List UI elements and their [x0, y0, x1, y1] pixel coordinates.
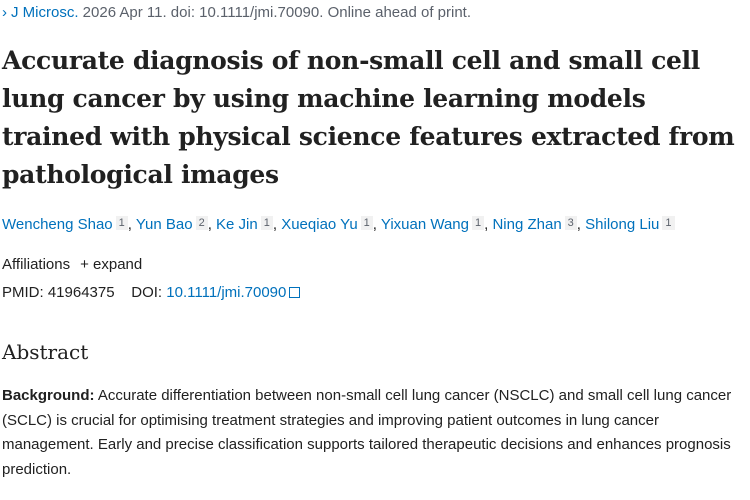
author-link[interactable]: Yun Bao	[135, 216, 193, 233]
affiliation-number[interactable]: 1	[115, 216, 128, 230]
author-link[interactable]: Shilong Liu	[585, 216, 660, 233]
separator: ,	[372, 216, 381, 233]
identifiers: PMID: 41964375 DOI: 10.1111/jmi.70090	[2, 284, 301, 301]
expand-affiliations-button[interactable]: + expand	[80, 256, 143, 273]
abstract-background: Background: Accurate differentiation bet…	[2, 384, 747, 482]
affiliation-number[interactable]: 2	[195, 216, 208, 230]
author-list: Wencheng Shao 1, Yun Bao 2, Ke Jin 1, Xueqi…	[2, 216, 675, 233]
background-label: Background:	[2, 387, 95, 404]
citation: › J Microsc. 2026 Apr 11. doi: 10.1111/jm…	[2, 4, 471, 21]
pmid-value: 41964375	[47, 284, 115, 301]
author-link[interactable]: Wencheng Shao	[2, 216, 113, 233]
affiliations-label: Affiliations	[2, 256, 71, 273]
journal-link[interactable]: J Microsc.	[11, 4, 79, 21]
affiliation-number[interactable]: 1	[260, 216, 273, 230]
affiliations: Affiliations + expand	[2, 256, 142, 273]
affiliation-number[interactable]: 1	[662, 216, 675, 230]
author-link[interactable]: Yixuan Wang	[380, 216, 469, 233]
doi-label: DOI:	[131, 284, 163, 301]
author-link[interactable]: Ke Jin	[216, 216, 258, 233]
separator: ,	[576, 216, 586, 233]
affiliation-number[interactable]: 1	[360, 216, 373, 230]
separator: ,	[127, 216, 136, 233]
article-title: Accurate diagnosis of non-small cell and…	[2, 46, 735, 189]
pmid-label: PMID:	[2, 284, 44, 301]
author-link[interactable]: Xueqiao Yu	[281, 216, 358, 233]
chevron-right-icon[interactable]: ›	[2, 4, 7, 21]
external-link-icon[interactable]	[289, 287, 301, 298]
separator: ,	[484, 216, 493, 233]
affiliation-number[interactable]: 1	[471, 216, 485, 230]
separator: ,	[207, 216, 217, 233]
citation-details: 2026 Apr 11. doi: 10.1111/jmi.70090. Onl…	[82, 4, 472, 21]
author-link[interactable]: Ning Zhan	[492, 216, 562, 233]
doi-link[interactable]: 10.1111/jmi.70090	[166, 284, 287, 301]
separator: ,	[272, 216, 282, 233]
background-text: Accurate differentiation between non-sma…	[2, 387, 732, 478]
abstract-heading: Abstract	[2, 340, 89, 364]
affiliation-number[interactable]: 3	[564, 216, 577, 230]
